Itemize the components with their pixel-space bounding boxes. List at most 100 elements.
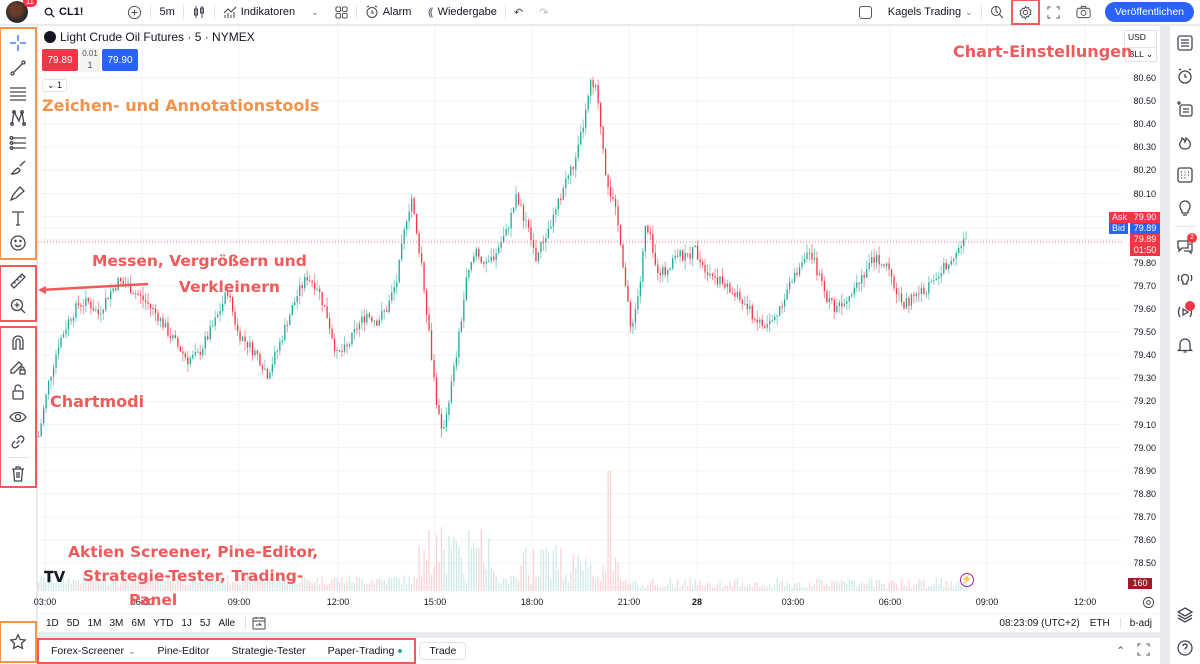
price-axis[interactable]: USD ⌄ BLL ⌄ 80.6080.5080.4080.3080.2080.… (1124, 26, 1160, 606)
text-tool[interactable] (0, 205, 36, 230)
time-tick: 21:00 (617, 597, 641, 607)
undo-button[interactable]: ↶ (506, 0, 531, 24)
chart-pane[interactable]: Light Crude Oil Futures · 5 · NYMEX 79.8… (34, 26, 1160, 632)
redo-button[interactable]: ↷ (531, 0, 556, 24)
maximize-panel-button[interactable] (1133, 643, 1160, 659)
emoji-tool[interactable] (0, 230, 36, 255)
range-button-alle[interactable]: Alle (218, 617, 236, 629)
replay-button[interactable]: ⟪ Wiedergabe (419, 0, 504, 24)
price-tick: 79.70 (1133, 280, 1156, 291)
crosshair-tool[interactable] (0, 30, 36, 55)
range-button-5d[interactable]: 5D (66, 617, 80, 629)
range-button-ytd[interactable]: YTD (153, 617, 174, 629)
watchlist-button[interactable] (1170, 26, 1200, 59)
quick-search-button[interactable] (982, 0, 1012, 24)
layout-checkbox[interactable] (851, 0, 880, 24)
grid-icon (335, 5, 348, 19)
clock[interactable]: 08:23:09 (UTC+2) (999, 617, 1080, 629)
streams-button[interactable] (1170, 262, 1200, 295)
lock-tool[interactable] (0, 379, 36, 404)
hotlists-button[interactable] (1170, 125, 1200, 158)
zoom-in-tool[interactable] (0, 293, 36, 318)
lock-drawings-tool[interactable] (0, 354, 36, 379)
layout-name-button[interactable]: Kagels Trading ⌄ (880, 0, 981, 24)
collapse-panel-button[interactable]: ⌃ (1108, 645, 1133, 657)
right-sidebar: 2 (1170, 26, 1200, 664)
magnet-tool[interactable] (0, 329, 36, 354)
object-tree-button[interactable] (1170, 92, 1200, 125)
snapshot-button[interactable] (1068, 0, 1099, 24)
ideas-button[interactable] (1170, 191, 1200, 224)
flame-icon (1179, 136, 1191, 150)
range-button-5j[interactable]: 5J (199, 617, 211, 629)
measure-tool[interactable] (0, 268, 36, 293)
range-button-1m[interactable]: 1M (87, 617, 102, 629)
layers-button[interactable] (1170, 598, 1200, 631)
publish-button[interactable]: Veröffentlichen (1104, 2, 1194, 22)
fullscreen-button[interactable] (1039, 0, 1068, 24)
fib-tool[interactable] (0, 80, 36, 105)
alarm-button[interactable]: Alarm (357, 0, 420, 24)
calendar-button[interactable] (1170, 158, 1200, 191)
chats-button[interactable]: 2 (1170, 229, 1200, 262)
remove-tool[interactable] (0, 461, 36, 486)
range-button-3m[interactable]: 3M (109, 617, 124, 629)
sync-tool[interactable] (0, 429, 36, 454)
time-axis[interactable]: 03:00 06:00 09:00 12:00 15:00 18:00 21:00 28 03:… (34, 593, 1160, 613)
adjustment-toggle[interactable]: b-adj (1119, 617, 1152, 629)
lightbulb-icon (1179, 199, 1191, 216)
divider (213, 5, 215, 19)
chart-settings-button[interactable] (1010, 0, 1040, 25)
session-toggle[interactable]: ETH (1089, 617, 1110, 629)
trendline-tool[interactable] (0, 55, 36, 80)
notifications-button[interactable] (1170, 328, 1200, 361)
flash-icon[interactable]: ⚡ (960, 573, 974, 587)
tab-strategy-tester[interactable]: Strategie-Tester (220, 645, 316, 657)
brush-tool[interactable] (0, 155, 36, 180)
sell-button[interactable]: 79.89 (42, 49, 78, 71)
symbol-legend[interactable]: Light Crude Oil Futures · 5 · NYMEX (44, 30, 255, 44)
calendar-icon (1177, 166, 1193, 183)
pen-tool[interactable] (0, 180, 36, 205)
help-button[interactable] (1170, 631, 1200, 664)
tab-forex-screener[interactable]: Forex-Screener ⌄ (40, 645, 147, 657)
text-icon (12, 210, 24, 226)
interval-button[interactable]: 5m (159, 6, 175, 18)
forecast-tool[interactable] (0, 130, 36, 155)
tab-pine-editor[interactable]: Pine-Editor (147, 645, 221, 657)
bar-countdown: 01:50 (1133, 245, 1157, 255)
chart-type-button[interactable] (184, 0, 214, 24)
annotation-chart-modes: Chartmodi (50, 392, 145, 411)
axis-settings-icon[interactable] (1142, 596, 1155, 609)
time-tick: 09:00 (975, 597, 999, 607)
drawing-tools-group (0, 27, 37, 260)
range-button-1j[interactable]: 1J (181, 617, 192, 629)
avatar[interactable]: 11 (6, 0, 37, 23)
tradingview-logo[interactable]: 𝐓V (44, 568, 66, 586)
favorites-button[interactable] (0, 629, 36, 654)
trade-button[interactable]: Trade (419, 642, 467, 660)
layout-grid-button[interactable] (327, 0, 356, 24)
live-button[interactable] (1170, 295, 1200, 328)
indicators-button[interactable]: Indikatoren (215, 0, 303, 24)
annotation-panel-line2: Strategie-Tester, Trading- (82, 567, 304, 585)
oil-drop-icon (44, 31, 56, 43)
compare-button[interactable] (119, 0, 150, 24)
pattern-tool[interactable] (0, 105, 36, 130)
range-button-1d[interactable]: 1D (46, 617, 59, 629)
price-tick: 80.40 (1133, 119, 1156, 130)
range-button-6m[interactable]: 6M (131, 617, 146, 629)
alerts-button[interactable] (1170, 59, 1200, 92)
unit-select[interactable]: BLL ⌄ (1124, 47, 1157, 62)
goto-date-icon[interactable] (252, 616, 266, 630)
bid-price-label: 79.89 (1130, 223, 1160, 234)
tab-paper-trading[interactable]: Paper-Trading (317, 645, 414, 657)
hide-tool[interactable] (0, 404, 36, 429)
symbol-search[interactable]: CL1! (36, 0, 91, 24)
candlestick-chart[interactable] (38, 26, 1122, 593)
indicators-dropdown[interactable]: ⌄ (303, 0, 327, 24)
buy-button[interactable]: 79.90 (102, 49, 138, 71)
pen-icon (9, 185, 25, 201)
annotation-panel: Aktien Screener, Pine-Editor, Strategie-… (68, 540, 318, 612)
indicator-collapse-button[interactable]: ⌄ 1 (42, 79, 68, 92)
